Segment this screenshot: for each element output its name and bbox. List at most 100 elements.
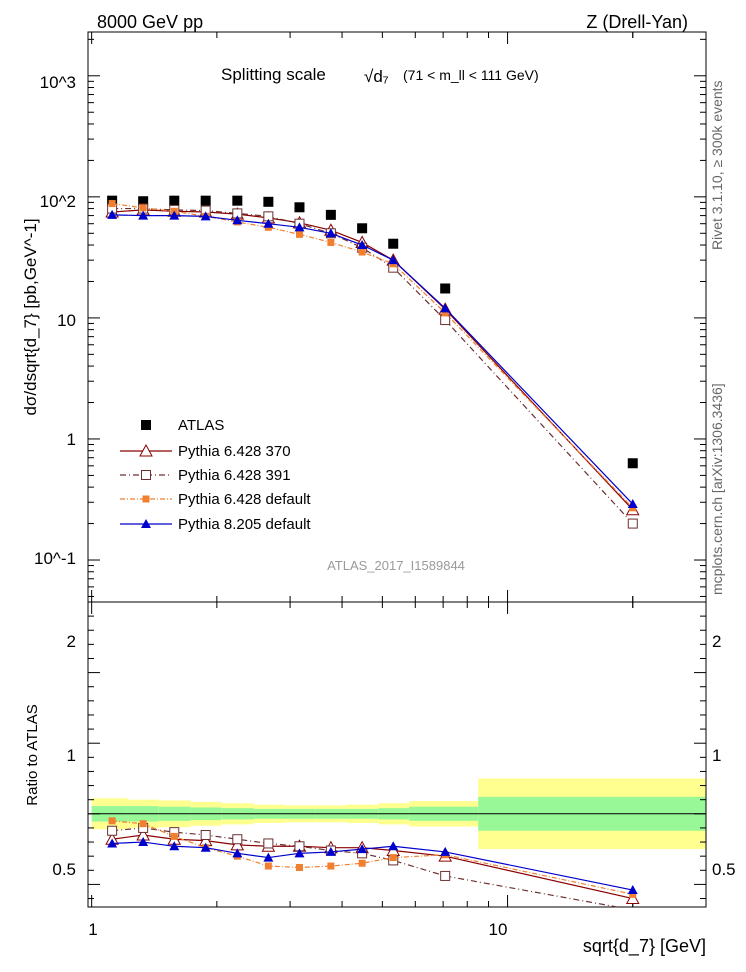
- side-text-rivet: Rivet 3.1.10, ≥ 300k events: [709, 80, 725, 250]
- point-pythia-8-205-default-2: [169, 210, 180, 220]
- ratio-point-pythia-8-205-default-2: [169, 841, 180, 851]
- ratio-point-pythia-6-428-default-5: [264, 862, 272, 870]
- ratio-point-pythia-8-205-default-0: [107, 838, 118, 848]
- point-pythia-8-205-default-1: [138, 210, 149, 220]
- legend-label-atlas: ATLAS: [178, 417, 224, 434]
- ratio-point-pythia-8-205-default-6: [294, 848, 305, 858]
- point-atlas-9: [388, 238, 399, 249]
- legend-entry-atlas: ATLAS: [141, 417, 224, 434]
- xtick-label-10: 10: [489, 920, 508, 939]
- title-symbol: √d₇: [364, 67, 389, 86]
- legend-entry-pythia-6428-391: Pythia 6.428 391: [120, 467, 291, 484]
- ratio-point-pythia-8-205-default-9: [388, 841, 399, 851]
- legend: ATLAS Pythia 6.428 370 Pythia 6.428 391 …: [120, 417, 311, 533]
- point-pythia-6-428-default-8: [358, 248, 366, 256]
- ratio-ytick-2-left: 2: [67, 632, 76, 651]
- series-line-pythia-8-205-default: [112, 214, 634, 505]
- ratio-point-pythia-6-428-391-4: [232, 834, 243, 845]
- ratio-line-pythia-6-428-default: [112, 820, 633, 895]
- legend-marker-pythia-6-428-370: [139, 443, 153, 457]
- xtick-label-1: 1: [88, 920, 97, 939]
- point-pythia-8-205-default-0: [107, 209, 118, 219]
- ytick-label-1000: 10^3: [40, 73, 76, 92]
- ratio-series-pythia-8-205-default: [107, 837, 638, 895]
- series-pythia-6-428-default: [108, 200, 637, 512]
- ratio-point-pythia-8-205-default-3: [200, 842, 211, 852]
- point-pythia-8-205-default-11: [627, 499, 638, 509]
- ratio-point-pythia-8-205-default-5: [263, 852, 274, 862]
- legend-entry-pythia-6428-370: Pythia 6.428 370: [120, 443, 291, 460]
- analysis-watermark: ATLAS_2017_I1589844: [327, 558, 465, 573]
- legend-entry-pythia-8205-default: Pythia 8.205 default: [120, 516, 311, 533]
- point-atlas-3: [200, 195, 211, 206]
- main-title: Splitting scale √d₇ (71 < m_ll < 111 GeV…: [221, 65, 539, 86]
- ytick-label-10: 10: [57, 311, 76, 330]
- series-atlas: [107, 195, 638, 469]
- point-atlas-4: [232, 195, 243, 206]
- ratio-point-pythia-6-428-391-3: [200, 829, 211, 840]
- ratio-point-pythia-6-428-default-7: [327, 862, 335, 870]
- ratio-point-pythia-6-428-default-2: [170, 832, 178, 840]
- series-line-pythia-6-428-370: [112, 209, 634, 511]
- point-pythia-6-428-391-11: [627, 518, 638, 529]
- x-axis-label: sqrt{d_7} [GeV]: [583, 936, 706, 957]
- point-pythia-8-205-default-4: [232, 215, 243, 225]
- ratio-point-pythia-8-205-default-4: [232, 848, 243, 858]
- point-pythia-6-428-default-6: [295, 230, 303, 238]
- point-pythia-8-205-default-8: [357, 240, 368, 250]
- ratio-point-pythia-8-205-default-11: [627, 885, 638, 895]
- point-atlas-7: [325, 209, 336, 220]
- point-pythia-8-205-default-6: [294, 222, 305, 232]
- ratio-point-pythia-6-428-391-5: [263, 838, 274, 849]
- side-text-site: mcplots.cern.ch [arXiv:1306.3436]: [709, 383, 725, 595]
- ytick-label-1: 1: [67, 430, 76, 449]
- ratio-ytick-1-right: 1: [712, 746, 721, 765]
- title-cut: (71 < m_ll < 111 GeV): [403, 67, 539, 83]
- ratio-line-pythia-8-205-default: [112, 841, 633, 891]
- legend-label-pythia-8205-default: Pythia 8.205 default: [178, 516, 311, 533]
- point-atlas-5: [263, 196, 274, 207]
- point-pythia-6-428-default-0: [108, 200, 116, 208]
- ratio-ytick-0.5-left: 0.5: [52, 860, 76, 879]
- point-atlas-11: [627, 458, 638, 469]
- point-atlas-10: [440, 283, 451, 294]
- main-data: [105, 195, 640, 529]
- legend-marker-pythia-8-205-default: [141, 519, 151, 528]
- x-tick-labels: 1 10: [88, 920, 507, 939]
- main-y-tick-labels: 10^3 10^2 10 1 10^-1: [34, 73, 76, 568]
- point-atlas-6: [294, 202, 305, 213]
- point-pythia-8-205-default-10: [440, 303, 451, 313]
- ratio-y-tick-labels: 2 1 0.5 2 1 0.5: [52, 632, 735, 879]
- ratio-ytick-1-left: 1: [67, 746, 76, 765]
- series-pythia-8-205-default: [107, 209, 638, 509]
- ratio-point-pythia-8-205-default-1: [138, 837, 149, 847]
- ratio-point-pythia-6-428-default-6: [295, 863, 303, 871]
- main-ylabel: dσ/dsqrt{d_7} [pb,GeV^-1]: [21, 218, 40, 415]
- point-atlas-1: [138, 196, 149, 207]
- series-line-pythia-6-428-default: [112, 202, 634, 509]
- ratio-point-pythia-6-428-default-8: [358, 859, 366, 867]
- ratio-line-pythia-6-428-370: [112, 834, 633, 900]
- ratio-point-pythia-6-428-default-11: [629, 890, 637, 898]
- legend-label-pythia-6428-391: Pythia 6.428 391: [178, 467, 291, 484]
- ratio-point-pythia-6-428-default-1: [139, 820, 147, 828]
- legend-label-pythia-6428-370: Pythia 6.428 370: [178, 443, 291, 460]
- ratio-line-pythia-6-428-391: [112, 827, 618, 908]
- ratio-point-pythia-6-428-391-10: [440, 870, 451, 881]
- ytick-label-0.1: 10^-1: [34, 549, 76, 568]
- ratio-point-pythia-6-428-default-0: [108, 817, 116, 825]
- ratio-point-pythia-6-428-370-11: [625, 891, 640, 905]
- point-pythia-8-205-default-3: [200, 211, 211, 221]
- ratio-data: [105, 817, 640, 908]
- point-pythia-8-205-default-7: [325, 228, 336, 238]
- ratio-frame: [87, 601, 707, 908]
- title-text: Splitting scale: [221, 65, 326, 84]
- ratio-axes: [88, 602, 707, 907]
- ratio-uncertainty-bands: [88, 778, 706, 850]
- point-atlas-8: [357, 223, 368, 234]
- ratio-point-pythia-6-428-391-0: [107, 825, 118, 836]
- ratio-point-pythia-8-205-default-7: [325, 846, 336, 856]
- ratio-point-pythia-8-205-default-8: [357, 844, 368, 854]
- ratio-ylabel: Ratio to ATLAS: [24, 704, 41, 805]
